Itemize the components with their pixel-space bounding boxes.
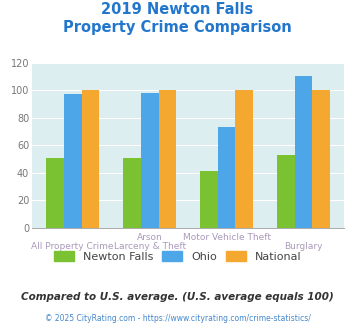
- Bar: [82, 90, 99, 228]
- Bar: [218, 127, 235, 228]
- Bar: [159, 90, 176, 228]
- Bar: [312, 90, 330, 228]
- Text: Property Crime Comparison: Property Crime Comparison: [63, 20, 292, 35]
- Bar: [235, 90, 253, 228]
- Text: 2019 Newton Falls: 2019 Newton Falls: [102, 2, 253, 16]
- Bar: [123, 157, 141, 228]
- Bar: [295, 77, 312, 228]
- Text: Larceny & Theft: Larceny & Theft: [114, 242, 186, 250]
- Text: © 2025 CityRating.com - https://www.cityrating.com/crime-statistics/: © 2025 CityRating.com - https://www.city…: [45, 314, 310, 323]
- Text: Motor Vehicle Theft: Motor Vehicle Theft: [182, 233, 271, 242]
- Text: Burglary: Burglary: [284, 242, 323, 250]
- Legend: Newton Falls, Ohio, National: Newton Falls, Ohio, National: [49, 247, 306, 267]
- Bar: [141, 93, 159, 228]
- Bar: [277, 155, 295, 228]
- Bar: [46, 157, 64, 228]
- Bar: [64, 94, 82, 228]
- Text: Compared to U.S. average. (U.S. average equals 100): Compared to U.S. average. (U.S. average …: [21, 292, 334, 302]
- Bar: [200, 171, 218, 228]
- Text: Arson: Arson: [137, 233, 163, 242]
- Text: All Property Crime: All Property Crime: [32, 242, 114, 250]
